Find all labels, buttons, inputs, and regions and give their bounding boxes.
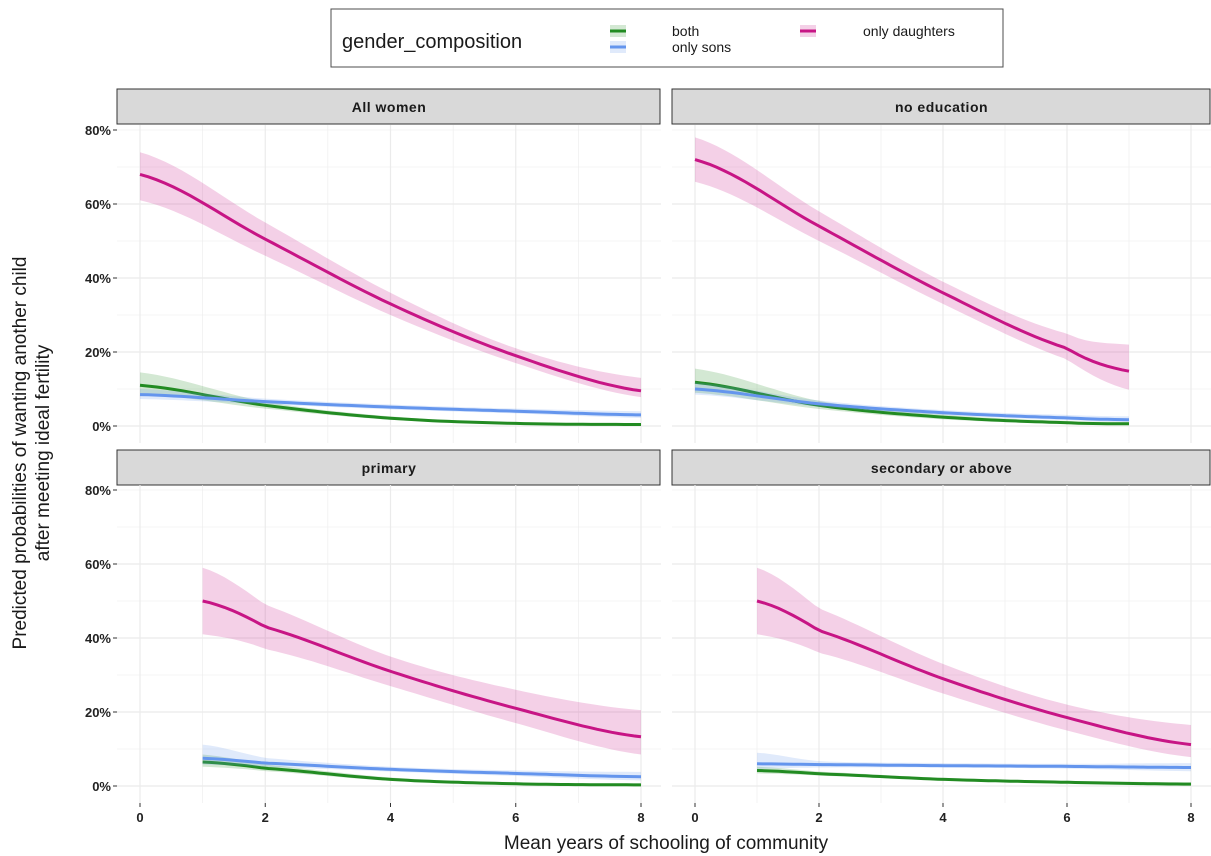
line-only-daughters xyxy=(694,158,1130,373)
x-tick-label: 6 xyxy=(1063,810,1070,825)
y-tick-label: 20% xyxy=(85,345,111,360)
gridlines xyxy=(117,125,661,443)
line-only-sons xyxy=(202,756,642,779)
x-tick-label: 8 xyxy=(637,810,644,825)
legend-key-both xyxy=(610,25,626,37)
ribbon-only-daughters xyxy=(202,567,641,755)
line-only-daughters xyxy=(756,599,1192,747)
line-only-daughters xyxy=(202,599,642,739)
legend-label-only-sons: only sons xyxy=(672,39,731,55)
gridlines xyxy=(672,485,1211,803)
y-tick-label: 40% xyxy=(85,631,111,646)
y-tick-label: 0% xyxy=(92,779,111,794)
strip-label-all-women: All women xyxy=(352,99,427,115)
x-tick-label: 2 xyxy=(815,810,822,825)
strip-label-primary: primary xyxy=(362,460,417,476)
line-only-sons xyxy=(139,393,642,417)
legend: gender_composition both only sons only d… xyxy=(330,8,1004,68)
x-tick-label: 6 xyxy=(512,810,519,825)
line-both xyxy=(202,760,641,787)
strip-no-education xyxy=(671,88,1211,125)
line-only-daughters xyxy=(139,172,642,393)
strip-primary xyxy=(116,449,661,486)
y-tick-label: 0% xyxy=(92,419,111,434)
panel-all-women: All women 0% 20% 40% 60% 80% xyxy=(85,88,661,443)
strip-label-no-education: no education xyxy=(895,99,988,115)
line-only-sons xyxy=(694,387,1130,422)
x-tick-label: 2 xyxy=(262,810,269,825)
x-tick-label: 8 xyxy=(1187,810,1194,825)
y-axis-title-line2: after meeting ideal fertility xyxy=(33,344,54,561)
legend-label-both: both xyxy=(672,23,699,39)
panel-no-education: no education xyxy=(671,88,1211,443)
panel-secondary-or-above: secondary or above 0 2 4 6 8 xyxy=(671,449,1211,825)
y-tick-label: 40% xyxy=(85,271,111,286)
strip-label-secondary-or-above: secondary or above xyxy=(871,460,1012,476)
strip-secondary-or-above xyxy=(671,449,1211,486)
ribbon-only-sons xyxy=(202,744,641,781)
legend-box xyxy=(330,8,1004,68)
gridlines xyxy=(117,485,661,803)
x-tick-label: 0 xyxy=(691,810,698,825)
ribbon-only-daughters xyxy=(140,152,641,398)
y-tick-label: 20% xyxy=(85,705,111,720)
line-both xyxy=(756,769,1191,786)
gridlines xyxy=(672,125,1211,443)
x-tick-label: 0 xyxy=(136,810,143,825)
panel-primary: primary 0% 20% 40% 60% 80% 0 2 4 6 8 xyxy=(85,449,661,825)
y-tick-label: 60% xyxy=(85,197,111,212)
ribbon-only-daughters xyxy=(757,567,1191,758)
legend-key-only-daughters xyxy=(800,25,816,37)
line-both xyxy=(694,380,1130,426)
ribbon-only-daughters xyxy=(695,137,1129,390)
x-tick-label: 4 xyxy=(939,810,947,825)
line-only-sons xyxy=(756,762,1191,769)
y-axis-title-line1: Predicted probabilities of wanting anoth… xyxy=(10,257,31,650)
legend-key-only-sons xyxy=(610,41,626,53)
x-axis-title: Mean years of schooling of community xyxy=(504,833,829,854)
legend-title: gender_composition xyxy=(342,31,522,53)
y-tick-label: 60% xyxy=(85,557,111,572)
y-tick-label: 80% xyxy=(85,483,111,498)
legend-label-only-daughters: only daughters xyxy=(863,23,955,39)
strip-all-women xyxy=(116,88,661,125)
x-tick-label: 4 xyxy=(387,810,395,825)
y-tick-label: 80% xyxy=(85,123,111,138)
